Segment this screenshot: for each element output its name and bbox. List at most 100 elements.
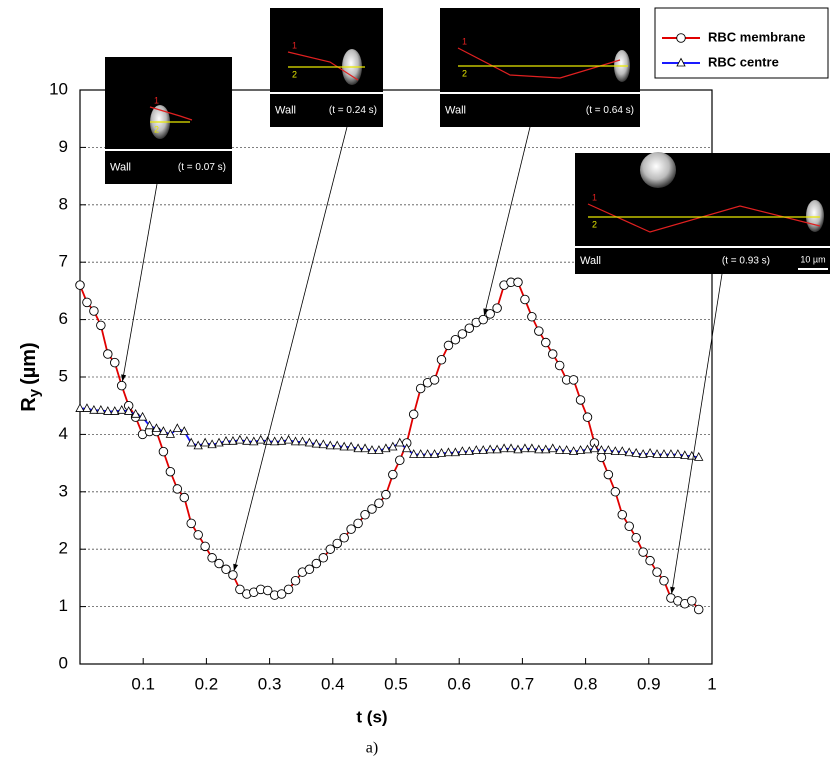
point: [130, 408, 141, 418]
point: [415, 383, 426, 394]
legend-marker: [676, 33, 686, 43]
profile-line: [149, 106, 193, 121]
point: [561, 445, 572, 454]
point: [193, 440, 203, 450]
point: [207, 553, 217, 563]
inset: 1 2 Wall (t = 0.24 s): [270, 8, 383, 127]
y-tick-label: 2: [59, 539, 68, 558]
point: [200, 541, 210, 552]
y-tick-label: 4: [59, 424, 68, 443]
y-tick-label: 10: [49, 79, 68, 98]
line-label: 1: [154, 95, 159, 105]
point: [207, 439, 217, 449]
profile-line: [457, 47, 621, 79]
arrow: [483, 126, 531, 316]
point: [554, 360, 565, 371]
point: [165, 429, 176, 438]
point: [388, 441, 398, 451]
point: [638, 449, 648, 458]
point: [520, 294, 530, 305]
point: [235, 584, 245, 595]
line-label: 2: [592, 219, 597, 229]
point: [603, 469, 614, 480]
x-tick-label: 0.3: [258, 674, 282, 693]
point: [290, 436, 301, 446]
x-tick-label: 0.5: [384, 674, 408, 693]
point: [89, 306, 99, 316]
point: [513, 444, 523, 454]
point: [436, 447, 447, 457]
point: [464, 446, 474, 456]
point: [158, 446, 169, 457]
inset-time: (t = 0.93 s): [722, 256, 770, 267]
y-tick-label: 8: [59, 194, 68, 213]
y-tick-label: 7: [59, 252, 68, 271]
point: [256, 434, 266, 444]
point: [360, 443, 370, 453]
point: [631, 447, 641, 457]
inset-time: (t = 0.07 s): [178, 162, 226, 173]
point: [443, 447, 454, 457]
x-label: t (s): [356, 707, 387, 726]
point: [596, 452, 607, 463]
series-line: [79, 281, 700, 611]
point: [534, 444, 544, 454]
point: [283, 584, 294, 595]
point: [137, 411, 148, 421]
point: [283, 434, 294, 444]
arrow: [122, 183, 158, 382]
point: [568, 375, 579, 385]
point: [638, 547, 648, 557]
point: [311, 438, 322, 448]
point: [228, 570, 238, 580]
line-label: 1: [592, 192, 597, 202]
point: [624, 521, 634, 531]
point: [422, 449, 433, 458]
point: [346, 524, 356, 534]
point: [186, 518, 196, 529]
point: [575, 395, 586, 405]
point: [694, 452, 704, 461]
point: [395, 437, 405, 447]
point: [575, 445, 586, 454]
x-tick-label: 0.1: [131, 674, 155, 693]
point: [693, 604, 704, 615]
point: [555, 445, 565, 454]
point: [228, 435, 238, 445]
point: [485, 309, 495, 319]
point: [269, 436, 280, 446]
x-tick-label: 0.7: [511, 674, 535, 693]
point: [408, 409, 419, 420]
point: [436, 355, 447, 365]
point: [82, 403, 92, 412]
point: [548, 443, 558, 453]
point: [297, 436, 308, 446]
point: [367, 504, 377, 514]
point: [673, 449, 683, 458]
point: [325, 440, 335, 450]
point: [381, 489, 391, 500]
point: [415, 449, 426, 458]
line-label: 1: [462, 36, 467, 46]
x-tick-label: 0.4: [321, 674, 345, 693]
point: [179, 492, 190, 503]
point: [617, 446, 627, 456]
point: [353, 518, 363, 529]
point: [582, 412, 593, 422]
y-label-unit: (µm): [18, 342, 40, 385]
point: [339, 532, 349, 543]
point: [172, 423, 182, 433]
point: [374, 445, 384, 454]
point: [242, 435, 252, 445]
y-label-sub: y: [26, 388, 43, 397]
point: [221, 564, 231, 575]
point: [172, 484, 183, 494]
point: [464, 323, 475, 333]
point: [75, 403, 85, 412]
point: [374, 498, 384, 509]
point: [325, 544, 336, 554]
point: [492, 444, 502, 454]
point: [388, 469, 398, 480]
point: [144, 420, 155, 430]
